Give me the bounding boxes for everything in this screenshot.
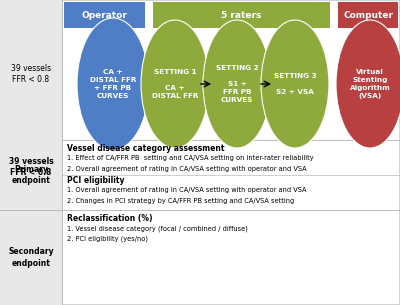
Text: Virtual
Stenting
Algorithm
(VSA): Virtual Stenting Algorithm (VSA)	[350, 69, 390, 99]
Text: 5 raters: 5 raters	[221, 10, 262, 20]
Bar	[0, 0, 62, 305]
Text: Reclassification (%): Reclassification (%)	[67, 214, 152, 223]
Text: 2. Overall agreement of rating in CA/VSA setting with operator and VSA: 2. Overall agreement of rating in CA/VSA…	[67, 166, 307, 172]
Text: 1. Vessel disease category (focal / combined / diffuse): 1. Vessel disease category (focal / comb…	[67, 225, 248, 231]
Text: 39 vessels
FFR < 0.8: 39 vessels FFR < 0.8	[9, 157, 53, 177]
Ellipse shape	[203, 20, 271, 148]
Text: PCI eligibility: PCI eligibility	[67, 176, 124, 185]
Text: 1. Overall agreement of rating in CA/VSA setting with operator and VSA: 1. Overall agreement of rating in CA/VSA…	[67, 187, 306, 193]
Bar	[64, 2, 145, 28]
Text: 1. Effect of CA/FFR PB  setting and CA/VSA setting on inter-rater reliability: 1. Effect of CA/FFR PB setting and CA/VS…	[67, 155, 314, 161]
Ellipse shape	[336, 20, 400, 148]
Ellipse shape	[261, 20, 329, 148]
Text: SETTING 2

S1 +
FFR PB
CURVES: SETTING 2 S1 + FFR PB CURVES	[216, 66, 258, 102]
Text: SETTING 3

S2 + VSA: SETTING 3 S2 + VSA	[274, 73, 316, 95]
Ellipse shape	[77, 18, 149, 150]
Text: Vessel disease category assessment: Vessel disease category assessment	[67, 144, 224, 153]
Ellipse shape	[141, 20, 209, 148]
Text: Primary
endpoint: Primary endpoint	[12, 165, 50, 185]
Text: 2. PCI eligibility (yes/no): 2. PCI eligibility (yes/no)	[67, 236, 148, 242]
Bar	[338, 2, 398, 28]
Text: Operator: Operator	[82, 10, 128, 20]
Text: 2. Changes in PCI strategy by CA/FFR PB setting and CA/VSA setting: 2. Changes in PCI strategy by CA/FFR PB …	[67, 198, 294, 204]
Text: CA +
DISTAL FFR
+ FFR PB
CURVES: CA + DISTAL FFR + FFR PB CURVES	[90, 69, 136, 99]
Bar	[153, 2, 330, 28]
Text: 39 vessels
FFR < 0.8: 39 vessels FFR < 0.8	[11, 64, 51, 84]
Text: SETTING 1

CA +
DISTAL FFR: SETTING 1 CA + DISTAL FFR	[152, 69, 198, 99]
Text: Computer: Computer	[343, 10, 393, 20]
Text: Secondary
endpoint: Secondary endpoint	[8, 247, 54, 267]
